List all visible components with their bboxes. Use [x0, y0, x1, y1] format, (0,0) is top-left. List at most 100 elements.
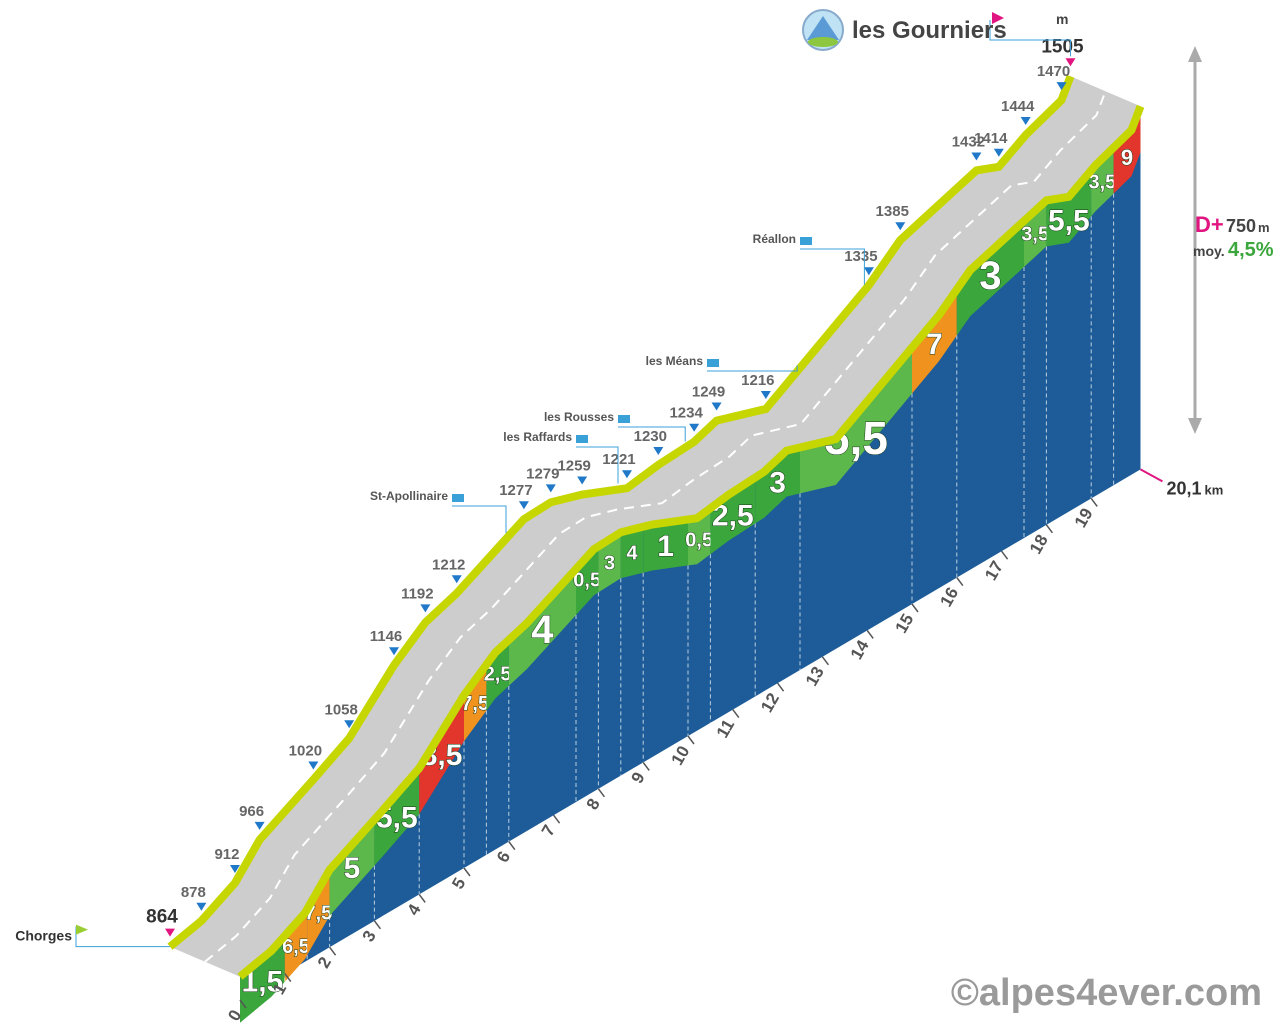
gain-label: D+ — [1195, 212, 1224, 237]
x-tick — [239, 999, 247, 1009]
place-icon — [576, 435, 588, 443]
road-centerline — [204, 90, 1107, 963]
x-tick — [1000, 550, 1009, 560]
altitude-marker — [254, 821, 265, 830]
altitude-label: 1505 — [1041, 36, 1084, 57]
altitude-marker — [863, 267, 874, 276]
gain-value: 750 — [1226, 216, 1256, 236]
altitude-marker — [545, 484, 556, 493]
altitude-marker — [451, 575, 462, 584]
place-connector — [800, 248, 865, 285]
start-flag — [76, 924, 88, 935]
altitude-marker — [621, 470, 632, 479]
x-tick — [463, 867, 471, 877]
x-tick-label: 4 — [403, 900, 424, 918]
place-name: Réallon — [753, 232, 796, 246]
place-icon — [618, 415, 630, 423]
gradient-label: 3 — [769, 467, 786, 500]
altitude-marker — [993, 148, 1004, 157]
place-icon — [800, 237, 812, 245]
altitude-label: 966 — [239, 803, 264, 820]
gradient-band — [240, 935, 285, 1023]
gradient-band — [956, 221, 1024, 336]
x-tick — [776, 682, 785, 692]
average-label: moy. — [1193, 243, 1225, 259]
x-tick — [911, 603, 919, 613]
summit-connector — [989, 20, 1071, 57]
altitude-label: 1230 — [634, 428, 667, 445]
gradient-label: 9 — [1121, 145, 1133, 170]
profile: 1,56,57,555,58,57,52,540,53 4 1 0,52,535,57… — [15, 9, 1223, 1024]
altitude-marker — [229, 864, 240, 873]
gradient-band — [912, 289, 957, 394]
gradient-band — [755, 447, 800, 524]
gradient-band — [508, 569, 576, 686]
gradient-label: 5 — [344, 852, 361, 885]
altitude-marker — [577, 476, 588, 485]
x-tick — [732, 709, 740, 719]
altitude-marker — [518, 501, 529, 510]
x-tick-label: 15 — [892, 611, 918, 637]
altitude-marker — [1065, 58, 1076, 67]
altitude-label: 1385 — [876, 203, 909, 220]
gradient-label: 7 — [926, 328, 943, 361]
x-tick-label: 10 — [668, 743, 694, 769]
gradient-band — [643, 519, 688, 573]
x-tick — [642, 761, 650, 771]
gain-unit: m — [1258, 220, 1270, 235]
gradient-label: 0,5 — [573, 570, 601, 592]
altitude-marker — [420, 604, 431, 613]
gradient-label: 1,5 — [242, 966, 284, 999]
x-tick-label: 12 — [757, 690, 783, 716]
x-tick — [284, 973, 292, 983]
altitude-marker — [389, 647, 399, 656]
place-name: les Méans — [646, 354, 704, 368]
altitude-label: 1020 — [289, 743, 322, 760]
altitude-label: 1470 — [1037, 63, 1070, 80]
x-tick — [597, 788, 606, 798]
gradient-label: 1 — [657, 530, 674, 563]
altitude-label: 864 — [146, 907, 178, 928]
start-connector — [75, 926, 170, 948]
end-tick — [1140, 468, 1163, 483]
place-connector — [576, 446, 619, 484]
gradient-label: 5,5 — [1048, 204, 1090, 237]
gain-arrow-head — [1188, 46, 1202, 62]
altitude-marker — [308, 761, 319, 770]
x-tick-label: 9 — [627, 769, 648, 787]
gradient-label: 4 — [626, 543, 638, 565]
altitude-label: 1146 — [370, 628, 403, 645]
altitude-label: 1249 — [692, 384, 725, 401]
gradient-label: 3 — [979, 254, 1001, 298]
altitude-label: 1444 — [1001, 98, 1035, 115]
summit-icon-mountain — [807, 16, 839, 40]
altitude-marker — [895, 222, 906, 231]
altitude-label: 1234 — [669, 405, 703, 422]
altitude-label: 1221 — [602, 451, 635, 468]
gradient-band — [620, 526, 644, 579]
altitude-label: 1414 — [974, 130, 1008, 147]
x-tick — [329, 946, 337, 956]
gradient-band — [329, 819, 375, 916]
altitude-marker — [165, 928, 175, 937]
x-tick — [418, 893, 426, 903]
gradient-label: 3,5 — [1088, 171, 1116, 193]
altitude-label: 1279 — [526, 465, 559, 482]
x-tick-label: 13 — [802, 663, 828, 689]
road-edge — [237, 104, 1145, 980]
altitude-marker — [1056, 82, 1067, 91]
altitude-marker — [653, 446, 664, 455]
altitude-label: 1058 — [325, 701, 358, 718]
altitude-label: 1277 — [499, 482, 532, 499]
gradient-band — [284, 909, 308, 982]
altitude-label: 1192 — [401, 585, 434, 602]
altitude-marker — [971, 152, 982, 161]
gradient-band — [419, 695, 464, 815]
place-connector — [707, 365, 798, 372]
x-tick-label: 18 — [1026, 531, 1052, 557]
x-tick-label: 7 — [538, 822, 559, 840]
altitude-label: 1432 — [952, 133, 985, 150]
gradient-label: 3,5 — [1021, 224, 1049, 246]
gradient-band — [374, 768, 420, 866]
